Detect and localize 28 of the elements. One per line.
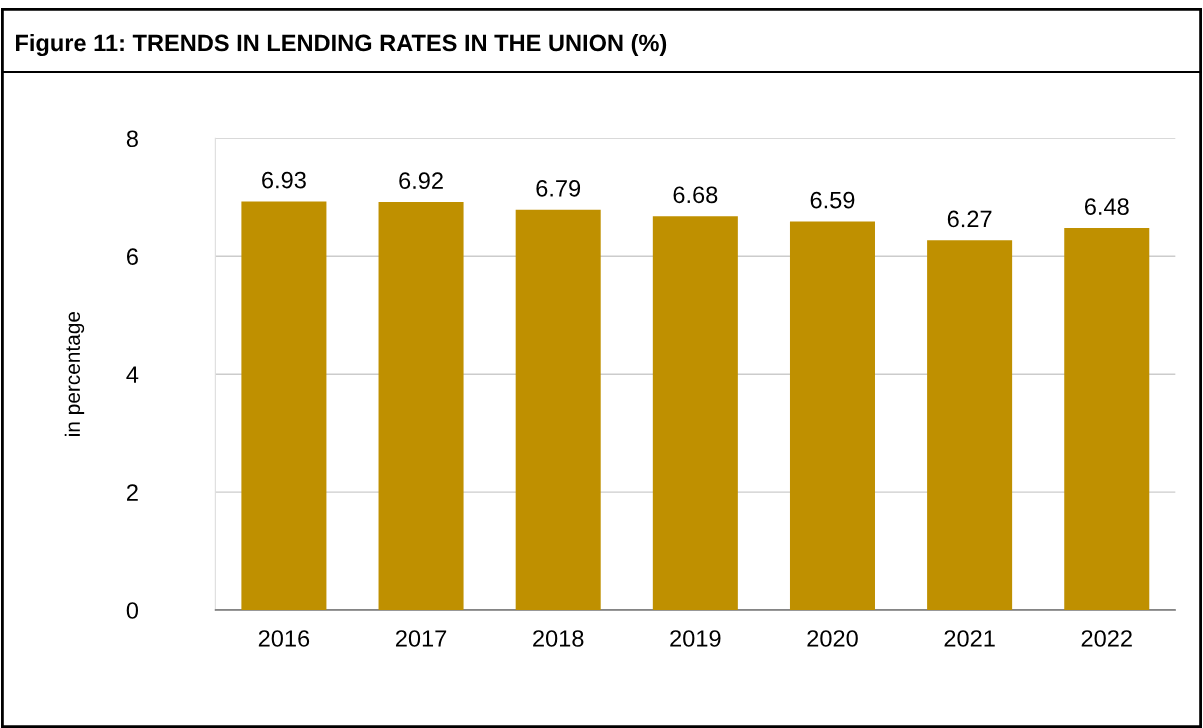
bar: [515, 209, 601, 611]
data-label: 6.48: [1084, 198, 1129, 215]
data-label: 6.93: [262, 171, 306, 189]
chart-title: Figure 11: TRENDS IN LENDING RATES IN THE UNION (%): [16, 33, 667, 57]
y-tick-label: 8: [126, 130, 138, 148]
x-tick-label: 2020: [807, 630, 858, 647]
y-tick-label: 4: [126, 366, 139, 383]
bar: [927, 240, 1013, 611]
y-axis-title: in percentage: [64, 311, 85, 436]
x-tick-label: 2021: [944, 630, 995, 647]
data-label: 6.79: [536, 179, 581, 197]
x-tick-label: 2019: [670, 630, 721, 647]
bar: [241, 201, 327, 611]
bar: [1064, 227, 1150, 611]
data-label: 6.68: [673, 186, 718, 204]
bar: [789, 221, 875, 611]
x-tick-label: 2016: [258, 630, 310, 647]
y-tick-label: 6: [127, 248, 138, 266]
bar: [652, 216, 738, 611]
x-tick-label: 2017: [395, 630, 447, 647]
data-label: 6.92: [399, 172, 443, 190]
x-tick-label: 2018: [533, 630, 584, 647]
y-tick-label: 2: [127, 484, 138, 501]
data-label: 6.59: [810, 191, 855, 209]
bar: [378, 202, 464, 611]
y-tick-label: 0: [126, 602, 139, 619]
data-label: 6.27: [947, 210, 992, 228]
x-tick-label: 2022: [1081, 630, 1132, 647]
